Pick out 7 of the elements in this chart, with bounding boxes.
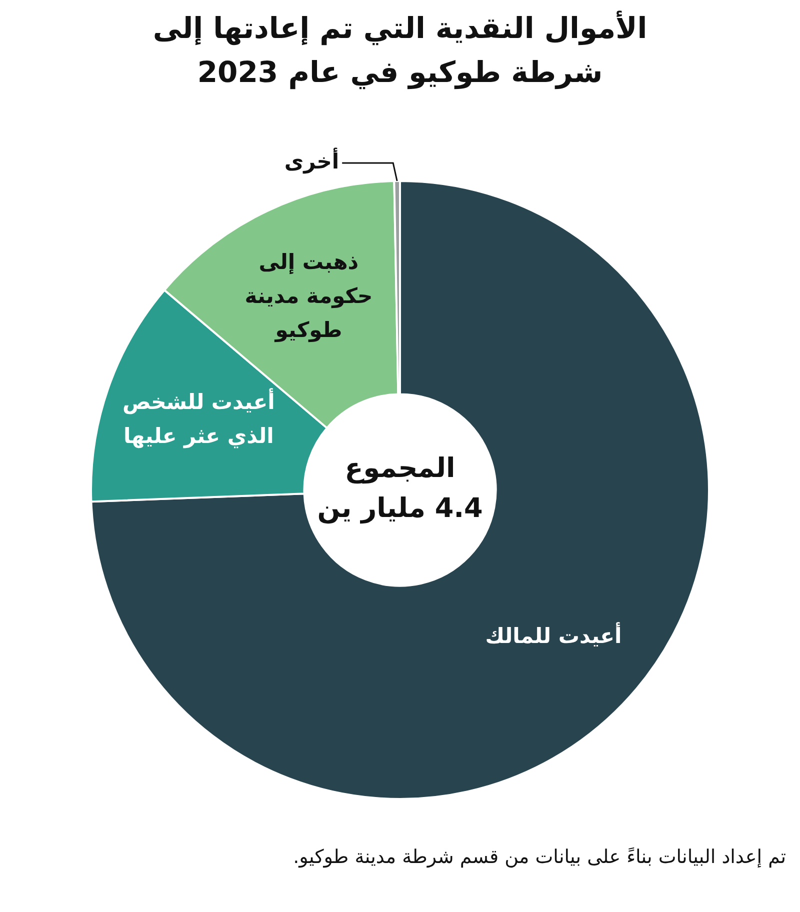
slice-label: أعيدت للشخص الذي عثر عليها	[122, 388, 275, 449]
slice-label: أعيدت للمالك	[485, 622, 622, 648]
text: تم إعداد البيانات بناءً على بيانات من قسم شرطة مدينة طوكيو.	[292, 845, 786, 870]
slice-label: أخرى	[284, 147, 340, 174]
slice-label: ذهبت إلى حكومة مدينة طوكيو	[244, 250, 373, 343]
text: المجموع 4.4 مليار ين	[317, 453, 483, 524]
chart-title: الأموال النقدية التي تم إعادتها إلى شرطة طوكيو في عام 2023	[152, 10, 648, 92]
